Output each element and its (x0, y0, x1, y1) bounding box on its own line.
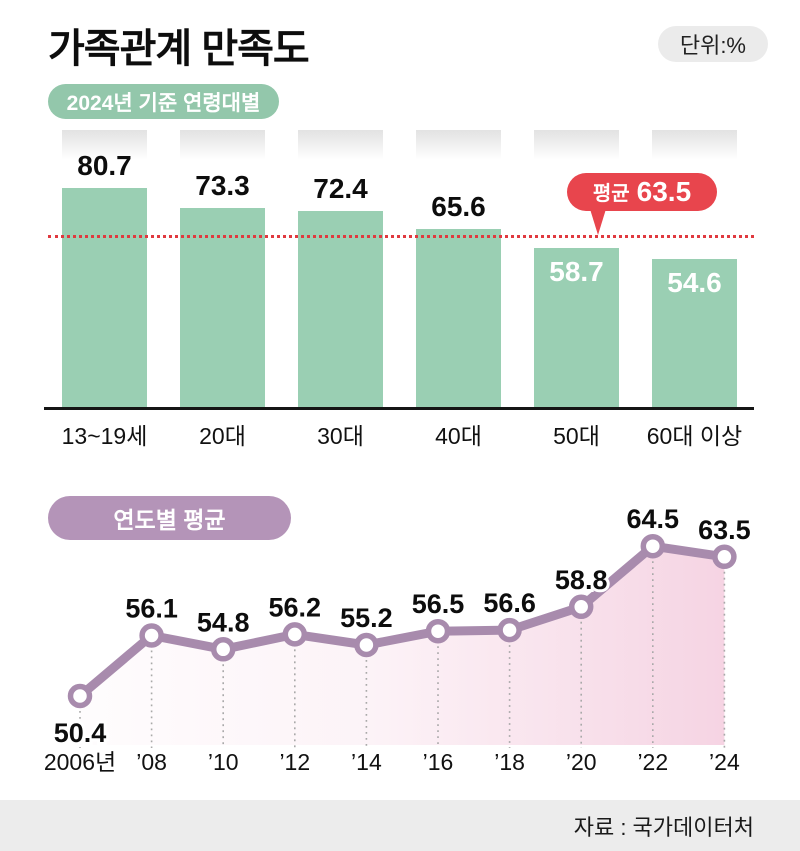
line-value-label: 56.5 (412, 589, 465, 619)
line-value-label: 63.5 (698, 515, 751, 545)
data-point-marker (640, 533, 666, 559)
bar-glow (62, 130, 147, 160)
line-value-label: 58.8 (555, 565, 608, 595)
average-badge-value: 63.5 (636, 175, 692, 207)
source-text: 자료 : 국가데이터처 (573, 814, 754, 840)
data-point-marker (354, 632, 379, 658)
line-x-axis-label: ’18 (494, 749, 525, 775)
average-dotted-line (48, 234, 754, 238)
bar-glow (416, 130, 501, 160)
bar (652, 258, 737, 407)
average-badge-label: 평균 (592, 183, 630, 206)
line-value-label: 55.2 (340, 603, 393, 633)
line-x-axis-label: ’16 (423, 749, 454, 775)
data-point-marker (425, 618, 451, 644)
data-point-marker (712, 544, 737, 570)
line-x-axis-label: 2006년 (44, 749, 116, 775)
bar-value-label: 58.7 (549, 255, 604, 287)
bar-category-label: 13~19세 (61, 423, 148, 449)
line-x-axis-label: ’14 (351, 749, 382, 775)
line-x-axis-label: ’12 (279, 749, 310, 775)
line-section-badge: 연도별 평균 (48, 496, 291, 540)
bar-glow (534, 130, 619, 160)
line-value-label: 56.6 (483, 588, 536, 618)
bar-axis-baseline (44, 407, 754, 410)
data-point-marker (139, 623, 164, 648)
line-value-label: 50.4 (54, 718, 107, 748)
line-value-label: 56.1 (125, 594, 178, 624)
bar-category-label: 40대 (435, 423, 482, 449)
line-x-axis-label: ’08 (136, 749, 167, 775)
data-point-marker (497, 617, 522, 643)
bar-category-label: 60대 이상 (646, 423, 743, 449)
bar-value-label: 72.4 (313, 172, 368, 204)
bar-category-label: 30대 (317, 423, 364, 449)
line-x-axis-label: ’10 (208, 749, 239, 775)
bar (298, 210, 383, 407)
page-title: 가족관계 만족도 (48, 27, 310, 71)
unit-badge: 단위:% (657, 26, 768, 62)
bar-value-label: 65.6 (431, 191, 486, 223)
data-point-marker (210, 637, 236, 662)
line-value-label: 56.2 (269, 592, 322, 622)
line-x-axis-label: ’22 (637, 749, 668, 775)
line-x-axis-label: ’24 (709, 749, 740, 775)
bar-value-label: 80.7 (77, 150, 132, 182)
bar-chart: 80.7 13~19세 73.3 20대 72.4 30대 65.6 40대 58.7 50대 54… (44, 130, 754, 450)
line-value-label: 64.5 (627, 504, 680, 534)
average-badge: 평균 63.5 (567, 172, 717, 211)
bar-category-label: 20대 (199, 423, 246, 449)
bar-category-label: 50대 (553, 423, 600, 449)
source-footer: 자료 : 국가데이터처 (0, 800, 800, 851)
bar-glow (298, 130, 383, 160)
bar (534, 247, 619, 407)
bar (180, 208, 265, 407)
data-point-marker (67, 683, 93, 709)
line-area-fill (80, 546, 725, 745)
bar-section-badge: 2024년 기준 연령대별 (48, 84, 279, 119)
line-value-label: 54.8 (197, 607, 250, 637)
data-point-marker (568, 594, 594, 620)
bar-glow (180, 130, 265, 160)
data-point-marker (282, 622, 308, 647)
bar (416, 229, 501, 407)
bar-glow (652, 130, 737, 160)
line-chart: 50.4 56.1 54.8 56.2 55.2 56.5 56.6 58.8 64.5 63.5… (44, 501, 754, 775)
average-badge-tail (590, 208, 606, 235)
bar (62, 188, 147, 407)
trend-line (75, 541, 729, 701)
line-x-axis-label: ’20 (566, 749, 597, 775)
bar-value-label: 73.3 (195, 170, 250, 202)
bar-value-label: 54.6 (667, 266, 722, 298)
